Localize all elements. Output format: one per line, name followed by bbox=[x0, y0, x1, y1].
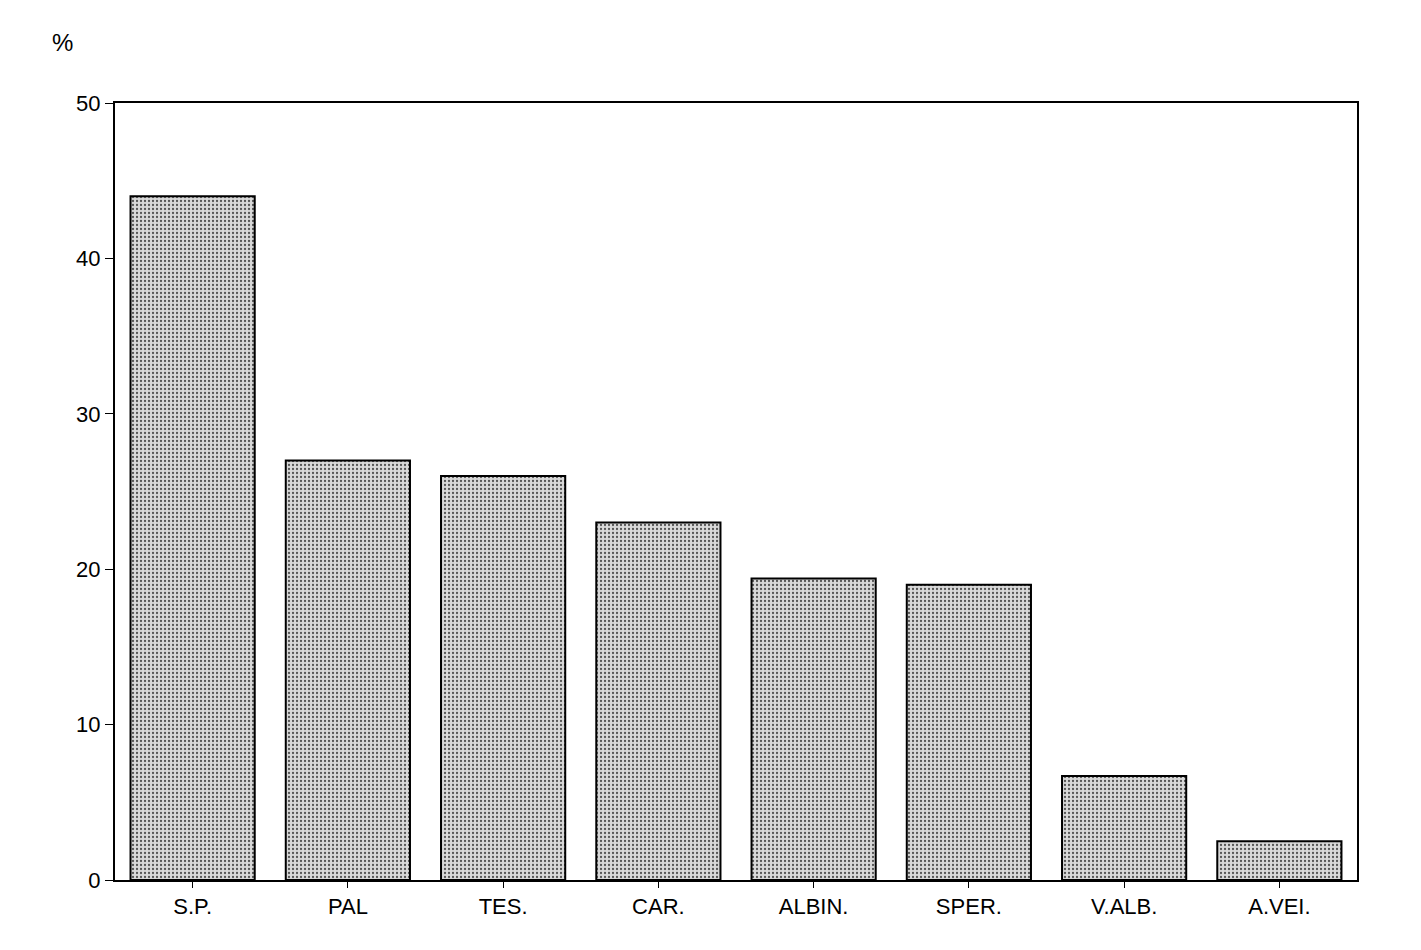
svg-text:40: 40 bbox=[76, 246, 100, 271]
svg-text:30: 30 bbox=[76, 402, 100, 427]
svg-text:SPER.: SPER. bbox=[936, 894, 1002, 919]
svg-text:50: 50 bbox=[76, 91, 100, 116]
svg-text:CAR.: CAR. bbox=[632, 894, 685, 919]
svg-text:S.P.: S.P. bbox=[173, 894, 212, 919]
svg-text:20: 20 bbox=[76, 557, 100, 582]
svg-text:A.VEI.: A.VEI. bbox=[1248, 894, 1310, 919]
svg-text:V.ALB.: V.ALB. bbox=[1091, 894, 1157, 919]
svg-text:ALBIN.: ALBIN. bbox=[779, 894, 849, 919]
svg-text:%: % bbox=[52, 29, 73, 56]
svg-text:TES.: TES. bbox=[479, 894, 528, 919]
svg-text:PAL: PAL bbox=[328, 894, 368, 919]
svg-text:0: 0 bbox=[88, 868, 100, 893]
svg-text:10: 10 bbox=[76, 712, 100, 737]
